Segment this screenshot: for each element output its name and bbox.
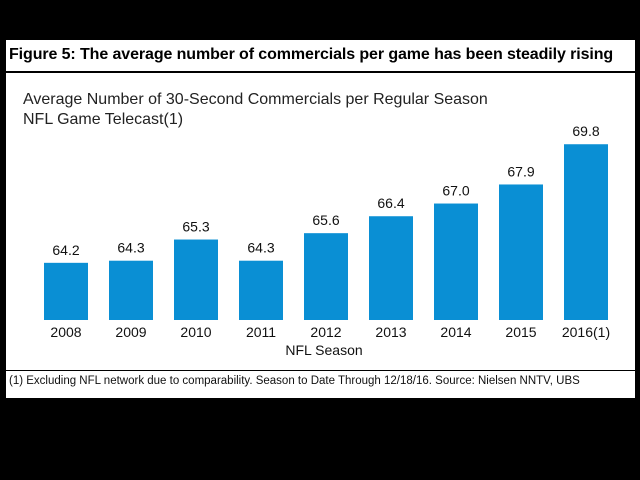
footnote-divider [6,370,635,371]
chart-subtitle-line-1: Average Number of 30-Second Commercials … [23,91,488,108]
category-label-2013: 2013 [375,324,406,340]
category-label-2010: 2010 [180,324,211,340]
bar-2008 [44,262,88,320]
category-label-2008: 2008 [50,324,81,340]
bar-2012 [304,233,348,320]
category-label-2012: 2012 [310,324,341,340]
bars-group: 64.2 2008 64.3 2009 65.3 2010 64.3 2011 65.6 2012… [44,123,610,340]
bar-2009 [109,260,153,320]
bar-2015 [499,184,543,320]
value-label-2014: 67.0 [442,183,469,199]
value-label-2010: 65.3 [182,219,209,235]
x-axis-title: NFL Season [285,342,362,358]
category-label-2015: 2015 [505,324,536,340]
value-label-2016(1): 69.8 [572,123,599,139]
title-divider [6,71,635,73]
category-label-2011: 2011 [246,324,276,340]
bar-2014 [434,203,478,320]
category-label-2009: 2009 [115,324,146,340]
footnote: (1) Excluding NFL network due to compara… [9,375,580,387]
bar-2013 [369,216,413,320]
category-label-2016(1): 2016(1) [562,324,610,340]
bar-chart: Average Number of 30-Second Commercials … [23,91,610,358]
value-label-2015: 67.9 [507,163,534,179]
value-label-2012: 65.6 [312,212,339,228]
bar-2010 [174,239,218,320]
value-label-2013: 66.4 [377,195,404,211]
value-label-2011: 64.3 [247,240,274,256]
bar-2011 [239,260,283,320]
chart-subtitle-line-2: NFL Game Telecast(1) [23,111,183,128]
figure-title: Figure 5: The average number of commerci… [9,46,614,63]
category-label-2014: 2014 [440,324,471,340]
bar-2016(1) [564,144,608,320]
value-label-2009: 64.3 [117,240,144,256]
value-label-2008: 64.2 [52,242,79,258]
figure-panel: Figure 5: The average number of commerci… [6,40,635,398]
